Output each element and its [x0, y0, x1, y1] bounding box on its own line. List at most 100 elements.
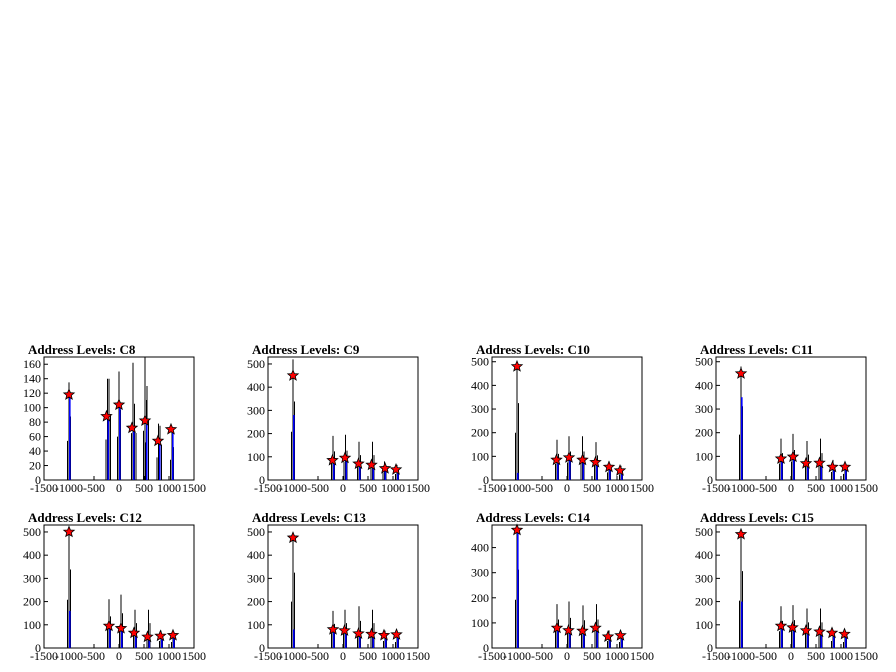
- peak-marker: [352, 627, 365, 639]
- panel-title: Address Levels: C8: [28, 342, 136, 357]
- y-tick-label: 0: [707, 641, 713, 655]
- y-tick-label: 400: [695, 378, 713, 392]
- y-tick-label: 0: [35, 473, 41, 487]
- x-tick-label: 1000: [157, 649, 181, 663]
- x-tick-label: 0: [564, 481, 570, 495]
- peak-marker: [510, 359, 524, 372]
- y-tick-label: 100: [23, 401, 41, 415]
- x-tick-label: -1000: [55, 649, 83, 663]
- peak-marker: [813, 625, 826, 638]
- peak-marker: [378, 461, 392, 474]
- x-tick-label: -1000: [503, 481, 531, 495]
- peak-marker: [100, 409, 113, 422]
- x-tick-label: -500: [83, 649, 105, 663]
- peak-marker: [125, 421, 139, 434]
- x-tick-label: 500: [359, 481, 377, 495]
- y-tick-label: 60: [29, 430, 41, 444]
- peak-marker: [774, 619, 788, 632]
- x-tick-label: -1000: [279, 481, 307, 495]
- peak-marker: [734, 527, 748, 540]
- peak-marker: [786, 450, 800, 463]
- x-tick-label: 0: [116, 649, 122, 663]
- y-tick-label: 400: [247, 380, 265, 394]
- peak-marker: [365, 458, 378, 471]
- x-tick-label: 0: [340, 649, 346, 663]
- peak-marker: [166, 628, 180, 641]
- peak-marker: [614, 628, 627, 641]
- y-tick-label: 300: [471, 566, 489, 580]
- y-tick-label: 0: [483, 473, 489, 487]
- y-tick-label: 0: [259, 473, 265, 487]
- x-tick-label: -1500: [478, 481, 506, 495]
- y-tick-label: 0: [483, 641, 489, 655]
- y-tick-label: 200: [471, 426, 489, 440]
- peak-marker: [589, 455, 602, 468]
- peak-marker: [613, 463, 627, 476]
- peak-marker: [114, 621, 128, 634]
- y-tick-label: 20: [29, 459, 41, 473]
- y-tick-label: 100: [247, 450, 265, 464]
- y-tick-label: 160: [23, 357, 41, 371]
- y-tick-label: 300: [695, 402, 713, 416]
- y-tick-label: 200: [23, 595, 41, 609]
- x-tick-label: 500: [135, 481, 153, 495]
- peak-marker: [838, 460, 852, 473]
- x-tick-label: 0: [564, 649, 570, 663]
- x-tick-label: -1500: [478, 649, 506, 663]
- peak-marker: [602, 460, 616, 473]
- y-tick-label: 400: [23, 548, 41, 562]
- peak-marker: [127, 626, 141, 639]
- y-tick-label: 100: [695, 449, 713, 463]
- chart-panel-1: Address Levels: C90100200300400500-1500-…: [247, 342, 430, 495]
- x-tick-label: -1500: [702, 649, 730, 663]
- x-tick-label: -500: [755, 649, 777, 663]
- peak-marker: [390, 627, 403, 640]
- y-tick-label: 300: [471, 402, 489, 416]
- panel-title: Address Levels: C9: [252, 342, 360, 357]
- x-tick-label: -500: [83, 481, 105, 495]
- peak-marker: [799, 624, 813, 636]
- x-tick-label: -1000: [279, 649, 307, 663]
- peak-marker: [389, 462, 403, 475]
- y-tick-label: 200: [695, 426, 713, 440]
- peak-marker: [786, 620, 799, 633]
- peak-marker: [813, 456, 826, 469]
- y-tick-label: 0: [259, 641, 265, 655]
- y-tick-label: 300: [247, 571, 265, 585]
- peak-marker: [286, 531, 300, 544]
- y-tick-label: 80: [29, 415, 41, 429]
- x-tick-label: -1000: [55, 481, 83, 495]
- y-tick-label: 400: [695, 548, 713, 562]
- peak-marker: [576, 453, 589, 466]
- x-tick-label: 0: [340, 481, 346, 495]
- y-tick-label: 200: [247, 427, 265, 441]
- peak-marker: [141, 630, 154, 643]
- y-tick-label: 300: [23, 571, 41, 585]
- x-tick-label: 1500: [406, 649, 430, 663]
- x-tick-label: -1500: [30, 649, 58, 663]
- peak-marker: [365, 627, 378, 640]
- x-tick-label: -1500: [702, 481, 730, 495]
- peak-marker: [774, 452, 788, 465]
- x-tick-label: 0: [788, 481, 794, 495]
- x-tick-label: 1500: [182, 481, 206, 495]
- peak-marker: [826, 460, 839, 473]
- peak-marker: [164, 422, 178, 435]
- x-tick-label: 1000: [157, 481, 181, 495]
- y-tick-label: 100: [471, 616, 489, 630]
- peak-marker: [286, 368, 300, 381]
- peak-marker: [562, 623, 575, 636]
- x-tick-label: -1000: [503, 649, 531, 663]
- x-tick-label: -500: [307, 649, 329, 663]
- x-tick-label: -500: [531, 649, 553, 663]
- x-tick-label: 1500: [630, 649, 654, 663]
- x-tick-label: 0: [788, 649, 794, 663]
- peak-marker: [326, 453, 339, 466]
- peak-marker: [550, 453, 563, 466]
- peak-marker: [377, 628, 391, 641]
- y-tick-label: 500: [23, 525, 41, 539]
- peak-marker: [589, 621, 602, 634]
- x-tick-label: 500: [583, 481, 601, 495]
- x-tick-label: 500: [135, 649, 153, 663]
